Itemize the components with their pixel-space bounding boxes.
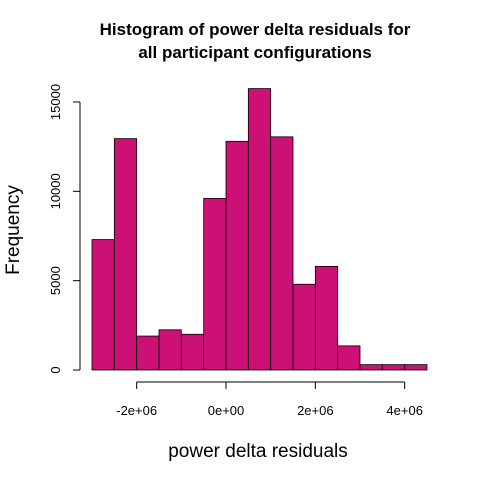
x-tick-label-1: 0e+00 <box>208 403 245 418</box>
chart-title-line-2: all participant configurations <box>138 43 371 62</box>
y-tick-label-3: 15000 <box>48 84 63 120</box>
x-axis: -2e+06 0e+00 2e+06 4e+06 <box>116 381 423 418</box>
histogram-bar-9 <box>292 283 316 371</box>
histogram-bar-10 <box>314 265 339 371</box>
x-tick-label-0: -2e+06 <box>116 403 157 418</box>
x-axis-label: power delta residuals <box>168 441 348 462</box>
histogram-bar-1 <box>113 138 138 371</box>
y-tick-label-1: 5000 <box>48 266 63 295</box>
histogram-bar-3 <box>158 329 182 371</box>
histogram-bar-7 <box>247 88 272 371</box>
histogram-bar-2 <box>136 335 160 371</box>
histogram-bar-5 <box>203 198 227 371</box>
x-tick-label-2: 2e+06 <box>297 403 334 418</box>
histogram-bar-8 <box>270 136 294 371</box>
histogram-bar-14 <box>404 364 428 371</box>
x-tick-label-3: 4e+06 <box>386 403 423 418</box>
histogram-bar-13 <box>381 364 406 371</box>
chart-title-line-1: Histogram of power delta residuals for <box>100 20 411 39</box>
histogram-bar-0 <box>91 239 115 371</box>
y-tick-label-2: 10000 <box>48 173 63 209</box>
histogram-bar-12 <box>359 364 383 371</box>
y-axis-label: Frequency <box>3 185 24 275</box>
histogram-bar-11 <box>337 345 361 371</box>
y-tick-label-0: 0 <box>48 366 63 373</box>
y-axis: 0 5000 10000 15000 <box>48 84 81 374</box>
bars-group <box>91 88 428 371</box>
histogram-bar-6 <box>225 140 249 371</box>
histogram-bar-4 <box>180 333 205 371</box>
